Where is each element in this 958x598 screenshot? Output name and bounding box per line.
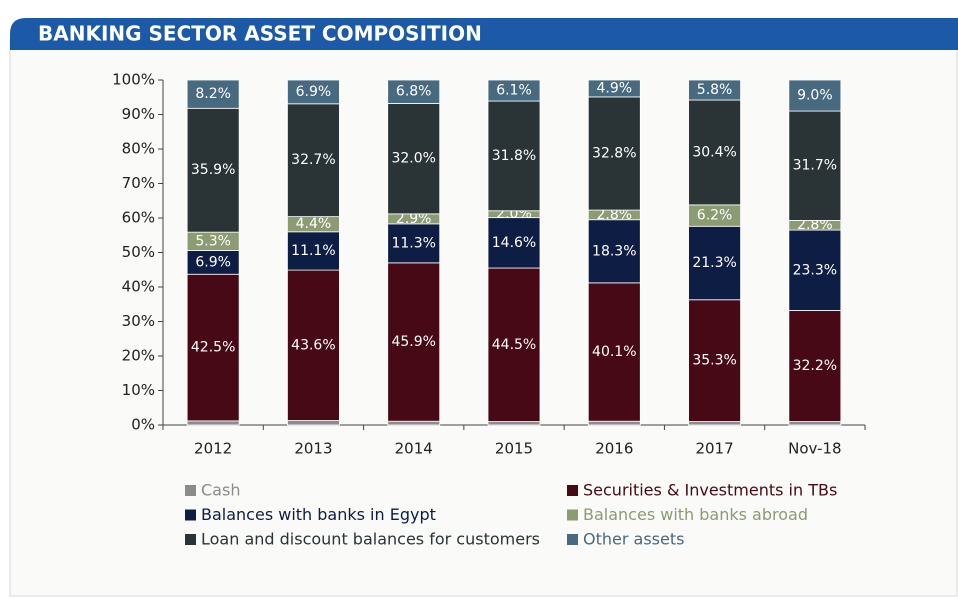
data-label: 4.4% [296, 216, 332, 232]
y-tick-label: 30% [122, 312, 155, 330]
bar-segment [387, 420, 441, 426]
data-label: 5.3% [195, 233, 231, 249]
data-label: 31.7% [793, 158, 837, 174]
legend-label: Cash [201, 481, 240, 500]
bar-segment [387, 262, 441, 422]
data-label: 32.8% [592, 145, 636, 161]
bar-segment [487, 79, 541, 102]
data-label: 11.1% [291, 243, 335, 259]
data-label: 23.3% [793, 262, 837, 278]
data-label: 32.2% [793, 358, 837, 374]
bar-segment [387, 79, 441, 104]
data-label: 2.8% [596, 207, 632, 223]
legend-label: Loan and discount balances for customers [201, 530, 540, 549]
x-tick-label: 2012 [194, 440, 232, 458]
data-label: 4.9% [596, 80, 632, 96]
data-label: 6.1% [496, 83, 532, 99]
bar-segment [186, 107, 240, 233]
bar-segment [587, 282, 641, 422]
bar-segment [688, 79, 741, 101]
bar-segment [587, 219, 641, 284]
data-label: 2.8% [797, 217, 833, 233]
legend-label: Other assets [583, 530, 684, 549]
bar-segment [287, 103, 340, 218]
x-tick-label: 2014 [395, 440, 433, 458]
bar-segment [487, 267, 541, 422]
legend-swatch [185, 509, 196, 521]
legend-label: Securities & Investments in TBs [583, 481, 837, 500]
data-label: 18.3% [592, 243, 636, 259]
bar-segment [387, 223, 441, 264]
bar-segment [788, 310, 842, 422]
data-label: 6.2% [697, 208, 733, 224]
legend-swatch [185, 534, 196, 545]
bar-segment [688, 421, 741, 426]
data-label: 35.9% [191, 162, 235, 178]
bar-segment [587, 420, 641, 426]
bar-segment [287, 79, 340, 105]
data-label: 8.2% [195, 86, 231, 102]
data-label: 9.0% [797, 88, 833, 104]
data-label: 2.9% [396, 211, 432, 227]
bar-segment [587, 79, 641, 98]
data-label: 43.6% [291, 337, 335, 353]
y-tick-label: 100% [112, 71, 155, 89]
data-label: 6.8% [396, 84, 432, 100]
bar-segment [688, 225, 741, 301]
bar-segment [688, 299, 741, 422]
bar-segment [287, 420, 340, 426]
data-label: 5.8% [697, 82, 733, 98]
data-label: 21.3% [692, 255, 736, 271]
bar-segment [186, 273, 240, 422]
y-tick-label: 60% [122, 209, 155, 227]
legend-label: Balances with banks abroad [583, 505, 808, 524]
data-label: 6.9% [195, 254, 231, 270]
y-tick-label: 10% [122, 381, 155, 399]
data-label: 42.5% [191, 340, 235, 356]
data-label: 30.4% [692, 144, 736, 160]
y-tick-label: 50% [122, 243, 155, 261]
bar-segment [788, 110, 842, 221]
y-tick-label: 40% [122, 278, 155, 296]
data-label: 14.6% [492, 235, 536, 251]
x-tick-label: 2016 [595, 440, 633, 458]
bar-segment [788, 421, 842, 426]
bar-segment [487, 421, 541, 426]
data-label: 6.9% [296, 84, 332, 100]
data-label: 45.9% [391, 334, 435, 350]
x-tick-label: Nov-18 [788, 440, 841, 458]
data-label: 40.1% [592, 344, 636, 360]
bar-segment [186, 79, 240, 109]
legend-swatch [185, 485, 196, 496]
bar-segment [287, 269, 340, 421]
y-tick-label: 70% [122, 174, 155, 192]
data-label: 31.8% [492, 148, 536, 164]
bar-segment [387, 103, 441, 215]
bar-segment [487, 217, 541, 269]
legend-swatch [567, 485, 578, 496]
bar-segment [487, 100, 541, 212]
x-tick-label: 2015 [495, 440, 533, 458]
y-tick-label: 90% [122, 105, 155, 123]
legend-swatch [567, 509, 578, 521]
data-label: 35.3% [692, 353, 736, 369]
y-tick-label: 0% [131, 416, 155, 434]
bar-segment [287, 231, 340, 271]
x-tick-label: 2013 [294, 440, 332, 458]
bar-segment [788, 79, 842, 112]
legend-swatch [567, 534, 578, 545]
legend-label: Balances with banks in Egypt [201, 505, 436, 524]
bar-segment [788, 229, 842, 311]
x-tick-label: 2017 [695, 440, 733, 458]
data-label: 11.3% [391, 235, 435, 251]
bar-segment [186, 420, 240, 426]
data-label: 32.0% [391, 151, 435, 167]
data-label: 44.5% [492, 337, 536, 353]
y-tick-label: 80% [122, 140, 155, 158]
header-bar [10, 18, 958, 50]
data-label: 32.7% [291, 152, 335, 168]
y-tick-label: 20% [122, 347, 155, 365]
chart-title: BANKING SECTOR ASSET COMPOSITION [38, 22, 482, 46]
